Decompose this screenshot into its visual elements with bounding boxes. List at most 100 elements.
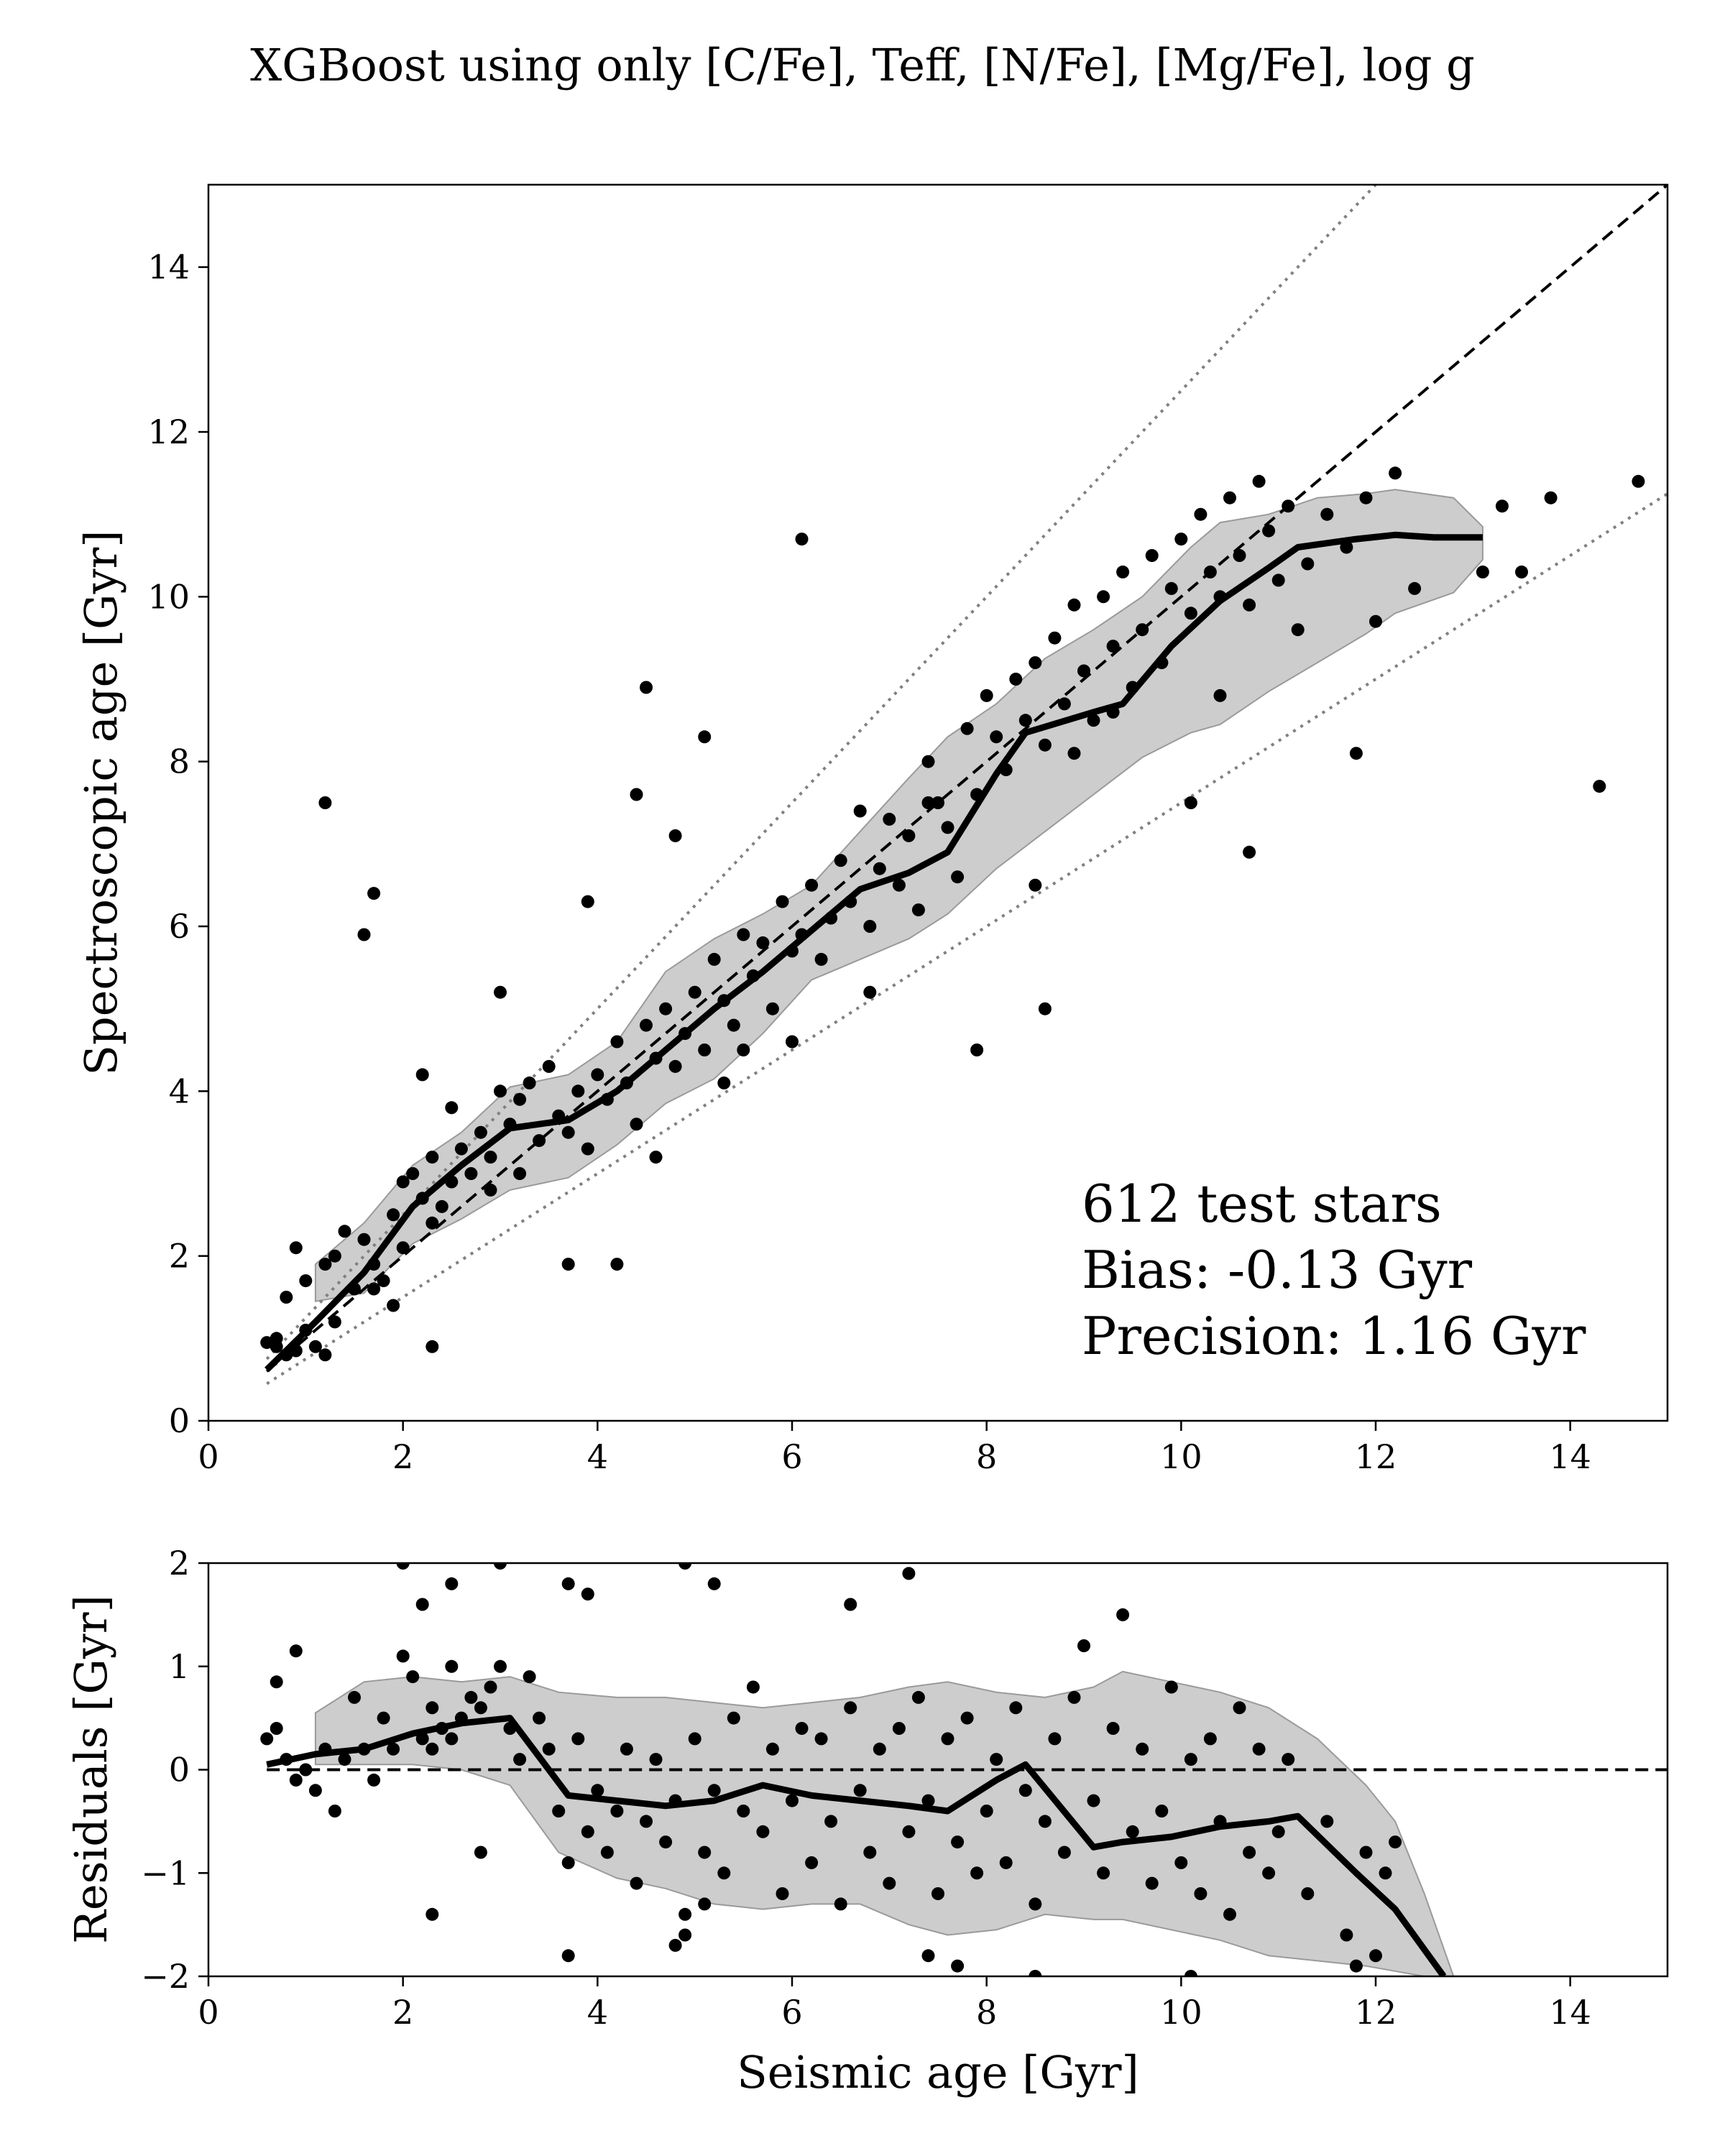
data-point [1029,1970,1042,1976]
data-point [591,1068,604,1082]
data-point [1097,590,1110,604]
data-point [951,870,965,884]
data-point [659,1002,673,1015]
data-point [426,1907,439,1921]
data-point [445,1101,459,1115]
main-y-axis-label: Spectroscopic age [Gyr] [75,530,127,1076]
data-point [415,1068,429,1082]
residuals-x-ticks: 0 2 4 6 8 10 12 14 [198,1976,1591,2032]
data-point [717,1866,731,1880]
data-point [338,1753,351,1766]
figure-title: XGBoost using only [C/Fe], Teff, [N/Fe],… [250,39,1475,91]
x-tick-label: 2 [392,1437,413,1476]
data-point [571,1084,585,1098]
data-point [1057,1846,1071,1859]
main-plot-frame [207,183,1669,1422]
data-point [698,730,712,744]
data-point [474,1701,487,1715]
data-point [1252,1742,1266,1756]
data-point [542,1059,556,1073]
data-point [688,1732,702,1746]
data-point [776,1887,789,1900]
y-tick-label: 12 [147,413,190,451]
data-point [1369,614,1382,628]
data-point [902,1567,916,1580]
running-median-line [266,1715,1447,1976]
data-point [1174,533,1188,546]
data-point [1194,507,1208,521]
data-point [415,1598,429,1611]
data-point [571,1732,585,1746]
data-point [911,1690,925,1704]
y-tick-label: 4 [169,1072,190,1110]
data-point [727,1018,740,1032]
main-x-ticks: 0 2 4 6 8 10 12 14 [198,1421,1591,1476]
data-point [620,1742,633,1756]
data-point [834,854,847,867]
data-point [1116,565,1130,579]
data-point [970,1044,984,1056]
data-point [494,985,507,999]
reference-line-one-to-one [265,185,1668,1373]
data-point [377,1711,390,1725]
data-point [659,1835,673,1849]
data-point [260,1732,274,1746]
data-point [853,1784,867,1797]
data-point [1184,607,1197,620]
data-point [844,1598,857,1611]
data-point [435,1199,448,1213]
data-point [610,1258,624,1271]
data-point [367,887,381,900]
data-point [338,1225,351,1238]
data-point [318,796,332,809]
y-tick-label: −2 [141,1957,190,1996]
data-point [960,1711,974,1725]
data-point [1271,1825,1285,1838]
data-point [980,688,993,702]
data-point [1262,524,1276,538]
scatter-band [314,1670,1455,1976]
data-point [1048,1732,1062,1746]
data-point [737,1044,750,1056]
data-point [756,1825,770,1838]
data-point [873,862,886,875]
data-point [474,1125,487,1139]
data-point [1340,1928,1353,1942]
data-point [513,1092,527,1106]
data-point [863,985,877,999]
data-point [289,1644,303,1658]
data-point [1593,780,1606,793]
data-point [980,1805,993,1818]
y-tick-label: 0 [169,1401,190,1440]
data-point [533,1134,546,1148]
data-point [873,1742,886,1756]
data-point [367,1282,381,1296]
data-point [1097,1866,1110,1880]
data-point [581,1588,594,1601]
data-point [1389,1835,1402,1849]
data-point [727,1711,740,1725]
data-point [737,1805,750,1818]
data-point [786,1794,799,1807]
data-point [668,1059,682,1073]
data-point [1087,1794,1100,1807]
data-point [941,1732,954,1746]
data-point [308,1340,322,1353]
data-point [1213,688,1227,702]
x-tick-label: 8 [976,1437,997,1476]
data-point [1057,697,1071,711]
data-point [426,1151,439,1164]
data-point [834,1897,847,1911]
data-point [1243,845,1256,859]
data-point [630,788,643,801]
data-point [561,1258,575,1271]
x-tick-label: 8 [976,1993,997,2032]
data-point [270,1722,283,1735]
data-point [494,1084,507,1098]
data-point [561,1949,575,1963]
data-point [717,1076,731,1089]
data-point [581,1825,594,1838]
data-point [1077,1639,1090,1652]
data-point [513,1167,527,1180]
